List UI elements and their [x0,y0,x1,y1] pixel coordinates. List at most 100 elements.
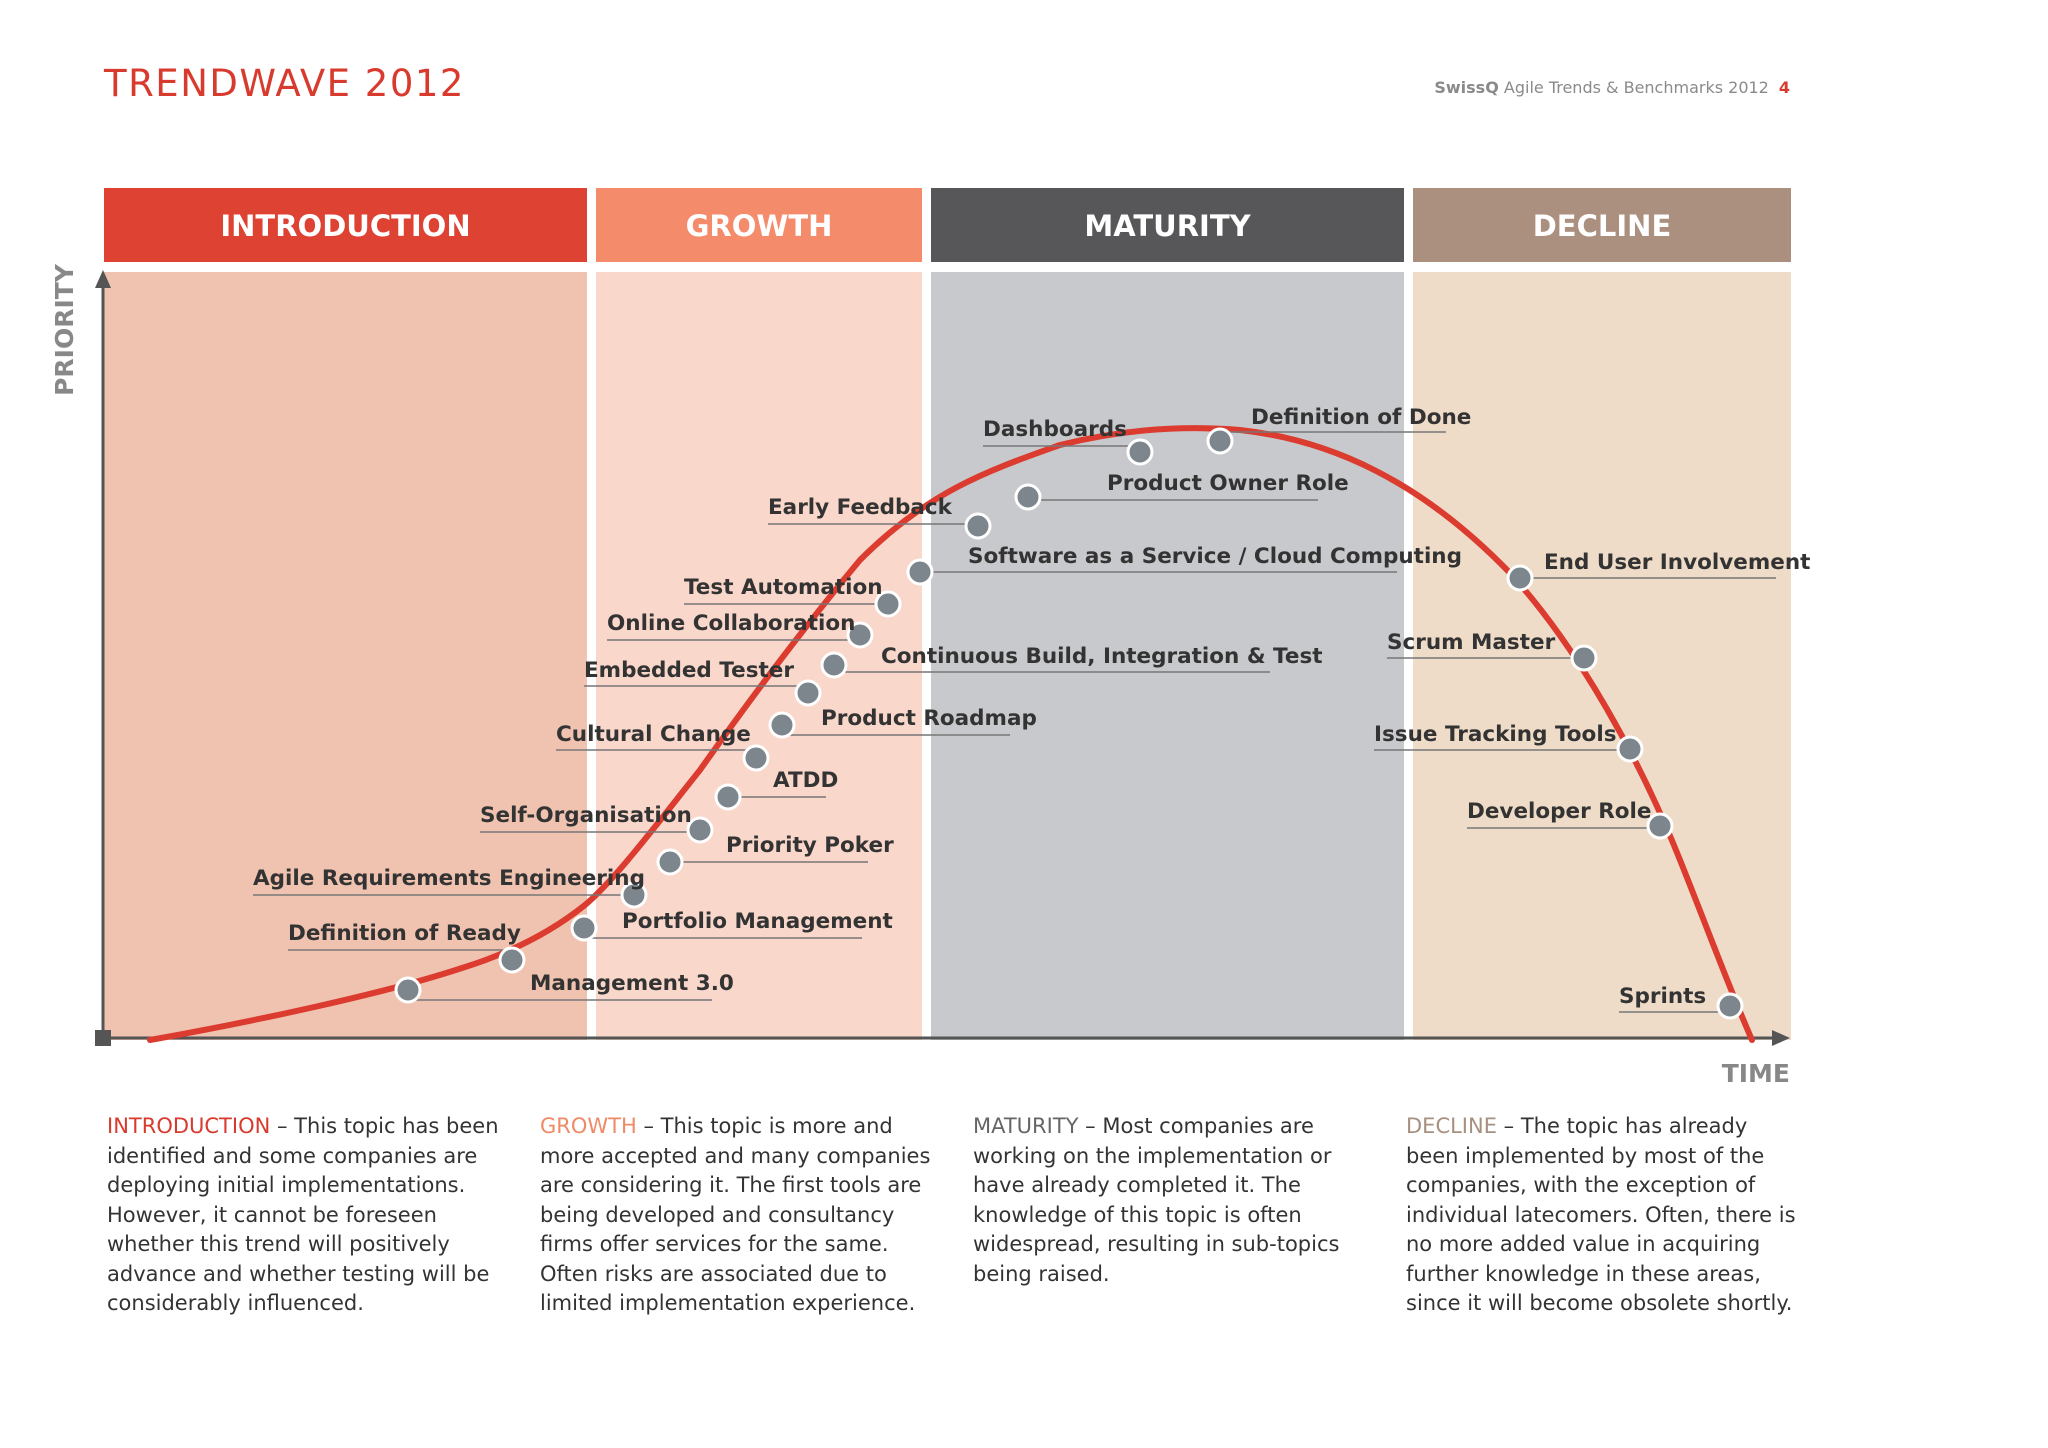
topic-label: Definition of Done [1251,405,1471,430]
topic-label: Test Automation [684,575,883,600]
topic-priority-poker: Priority Poker [656,833,894,876]
topic-label: Product Owner Role [1107,471,1349,496]
topic-marker [686,816,714,844]
introduction-description: INTRODUCTION – This topic has been ident… [107,1112,507,1319]
decline-text: – The topic has already been implemented… [1406,1114,1796,1315]
decline-header [1413,188,1791,262]
topic-label: Embedded Tester [584,658,794,683]
topic-label: Dashboards [983,417,1127,442]
topic-label: Agile Requirements Engineering [253,866,645,891]
maturity-text: – Most companies are working on the impl… [973,1114,1340,1286]
topic-label: Early Feedback [768,495,953,520]
page-number: 4 [1778,78,1790,97]
decline-description: DECLINE – The topic has already been imp… [1406,1112,1806,1319]
topic-definition-of-done: Definition of Done [1206,405,1471,455]
topic-label: Management 3.0 [530,971,734,996]
topic-marker [498,946,526,974]
topic-label: Self-Organisation [480,803,692,828]
topic-marker [620,881,648,909]
topic-marker [394,976,422,1004]
topic-label: Definition of Ready [288,921,521,946]
publication-header: SwissQ Agile Trends & Benchmarks 2012 4 [1434,78,1790,97]
topic-continuous-build-integration-test: Continuous Build, Integration & Test [820,644,1323,679]
topic-label: Issue Tracking Tools [1374,722,1617,747]
topic-label: Priority Poker [726,833,894,858]
topic-marker [742,744,770,772]
publication-title: Agile Trends & Benchmarks 2012 [1503,78,1769,97]
topic-product-roadmap: Product Roadmap [768,706,1037,739]
decline-term: DECLINE [1406,1114,1497,1138]
maturity-header [931,188,1404,262]
topic-marker [1570,644,1598,672]
topic-marker [656,848,684,876]
topic-label: Software as a Service / Cloud Computing [968,544,1462,569]
topic-marker [714,783,742,811]
maturity-band [931,272,1404,1040]
topic-developer-role: Developer Role [1467,799,1674,840]
topic-marker [1616,735,1644,763]
brand-name: SwissQ [1434,78,1499,97]
topic-issue-tracking-tools: Issue Tracking Tools [1374,722,1644,763]
topic-agile-requirements-engineering: Agile Requirements Engineering [253,866,648,909]
topic-marker [1126,438,1154,466]
topic-early-feedback: Early Feedback [768,495,992,540]
axis-origin-marker [95,1030,111,1046]
x-axis-label: TIME [1722,1059,1790,1088]
topic-marker [820,651,848,679]
topic-label: Product Roadmap [821,706,1037,731]
maturity-term: MATURITY [973,1114,1079,1138]
topic-marker [570,914,598,942]
growth-text: – This topic is more and more accepted a… [540,1114,931,1315]
topic-marker [794,679,822,707]
y-axis-arrow-icon [95,270,111,288]
y-axis-label: PRIORITY [50,263,79,396]
topic-label: Continuous Build, Integration & Test [881,644,1323,669]
topic-scrum-master: Scrum Master [1387,630,1598,672]
growth-header [596,188,922,262]
topic-online-collaboration: Online Collaboration [607,611,874,649]
topic-marker [1646,812,1674,840]
topic-end-user-involvement: End User Involvement [1506,550,1810,592]
topic-dashboards: Dashboards [983,417,1154,466]
topic-marker [964,512,992,540]
introduction-header [104,188,587,262]
topic-label: Scrum Master [1387,630,1556,655]
topic-marker [768,711,796,739]
topic-label: Cultural Change [556,722,751,747]
growth-description: GROWTH – This topic is more and more acc… [540,1112,940,1319]
page-title: TRENDWAVE 2012 [104,62,465,105]
topic-label: Online Collaboration [607,611,856,636]
topic-marker [846,621,874,649]
topic-product-owner-role: Product Owner Role [1014,471,1349,511]
topic-label: ATDD [773,768,838,793]
topic-embedded-tester: Embedded Tester [584,658,822,707]
topic-label: Sprints [1619,984,1706,1009]
phase-label-growth: GROWTH [686,209,833,243]
topic-definition-of-ready: Definition of Ready [288,921,526,974]
topic-label: Portfolio Management [622,909,893,934]
topic-marker [1716,992,1744,1020]
phase-label-introduction: INTRODUCTION [220,209,470,243]
introduction-term: INTRODUCTION [107,1114,271,1138]
topic-label: Developer Role [1467,799,1652,824]
growth-band [596,272,922,1040]
decline-band [1413,272,1791,1040]
topic-marker [1014,483,1042,511]
x-axis-arrow-icon [1772,1030,1790,1046]
maturity-description: MATURITY – Most companies are working on… [973,1112,1373,1289]
topic-sprints: Sprints [1619,984,1744,1020]
growth-term: GROWTH [540,1114,637,1138]
topic-management-3-0: Management 3.0 [394,971,734,1004]
topic-portfolio-management: Portfolio Management [570,909,893,942]
trend-curve [147,425,1755,1043]
topic-test-automation: Test Automation [684,575,902,618]
topic-cultural-change: Cultural Change [556,722,770,772]
topic-marker [1206,427,1234,455]
topic-self-organisation: Self-Organisation [480,803,714,844]
introduction-band [104,272,587,1040]
topic-marker [1506,564,1534,592]
introduction-text: – This topic has been identified and som… [107,1114,499,1315]
topic-label: End User Involvement [1544,550,1810,575]
topic-marker [906,558,934,586]
